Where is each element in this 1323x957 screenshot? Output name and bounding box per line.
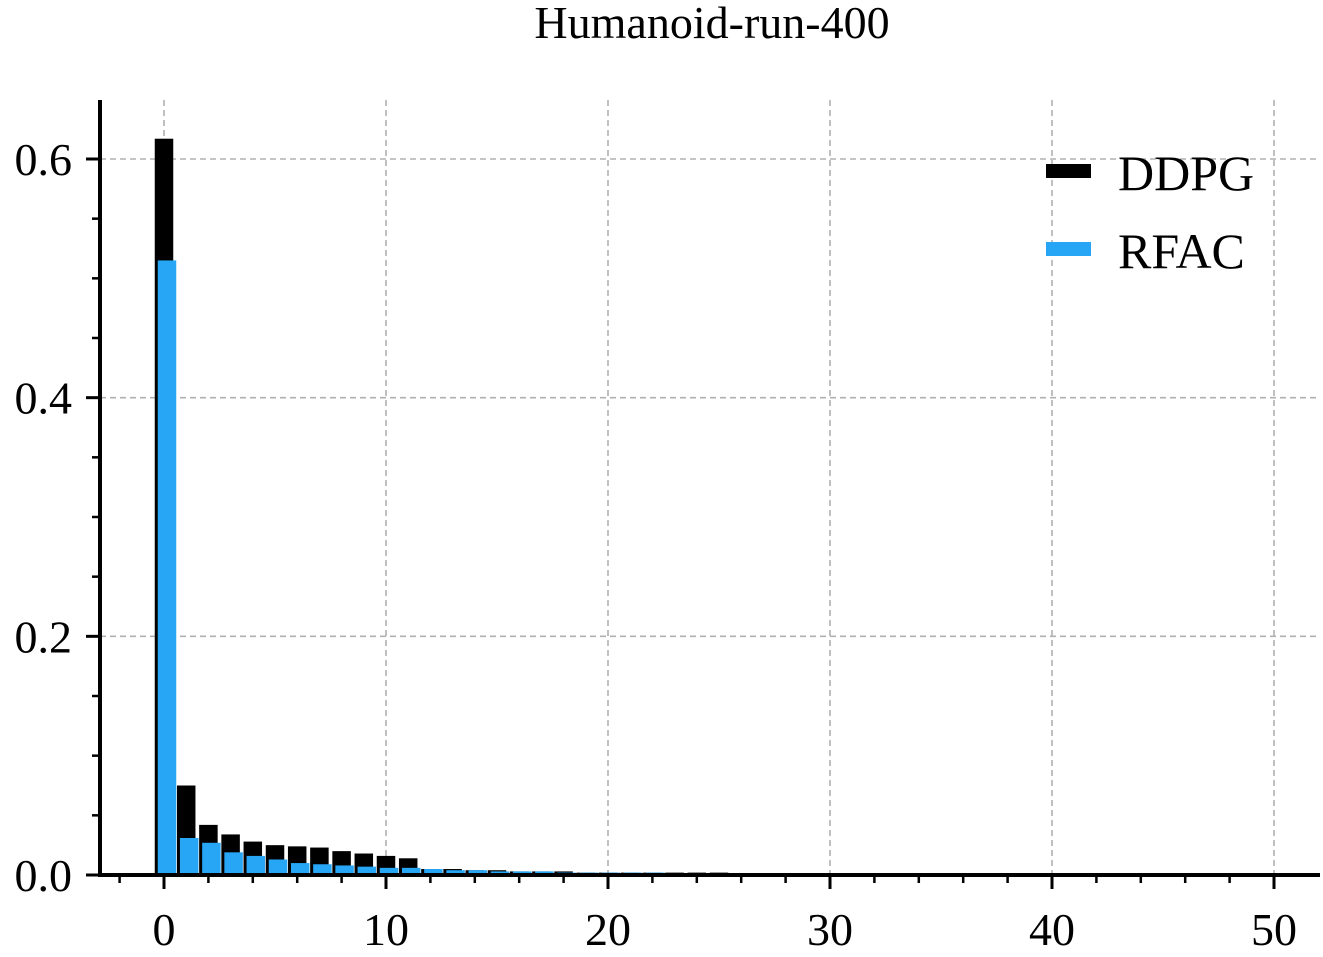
rfac-bar bbox=[290, 863, 310, 875]
x-tick-label: 30 bbox=[807, 904, 853, 955]
rfac-bars bbox=[157, 260, 865, 875]
rfac-bar bbox=[313, 864, 332, 875]
x-tick-label: 10 bbox=[363, 904, 409, 955]
y-tick-label: 0.2 bbox=[15, 611, 73, 662]
rfac-bar bbox=[268, 859, 288, 875]
x-tick-label: 20 bbox=[585, 904, 631, 955]
rfac-bar bbox=[202, 842, 221, 875]
axes: 0 10 20 30 40 50 0.0 0.2 0.4 0.6 bbox=[15, 100, 1320, 955]
rfac-bar bbox=[446, 870, 465, 875]
ddpg-bars bbox=[154, 138, 862, 876]
x-tick-label: 50 bbox=[1251, 904, 1297, 955]
rfac-bar bbox=[357, 866, 377, 875]
rfac-bar bbox=[157, 260, 177, 875]
rfac-bar bbox=[468, 870, 488, 875]
legend: DDPG RFAC bbox=[1046, 145, 1254, 279]
rfac-bar bbox=[401, 867, 421, 875]
ddpg-legend-label: DDPG bbox=[1118, 145, 1254, 201]
x-tick-label: 0 bbox=[153, 904, 176, 955]
y-tick-label: 0.0 bbox=[15, 850, 73, 901]
rfac-bar bbox=[335, 865, 354, 875]
rfac-bar bbox=[246, 855, 266, 875]
grid-lines bbox=[100, 100, 1320, 875]
x-tick-label: 40 bbox=[1029, 904, 1075, 955]
rfac-bar bbox=[424, 869, 443, 875]
y-tick-label: 0.4 bbox=[15, 373, 73, 424]
rfac-bar bbox=[379, 867, 399, 875]
rfac-bar bbox=[179, 838, 199, 875]
y-tick-label: 0.6 bbox=[15, 134, 73, 185]
chart-title: Humanoid-run-400 bbox=[534, 0, 889, 48]
rfac-legend-label: RFAC bbox=[1118, 223, 1245, 279]
ddpg-legend-swatch bbox=[1046, 164, 1091, 178]
rfac-legend-swatch bbox=[1046, 242, 1091, 256]
rfac-bar bbox=[224, 852, 243, 875]
